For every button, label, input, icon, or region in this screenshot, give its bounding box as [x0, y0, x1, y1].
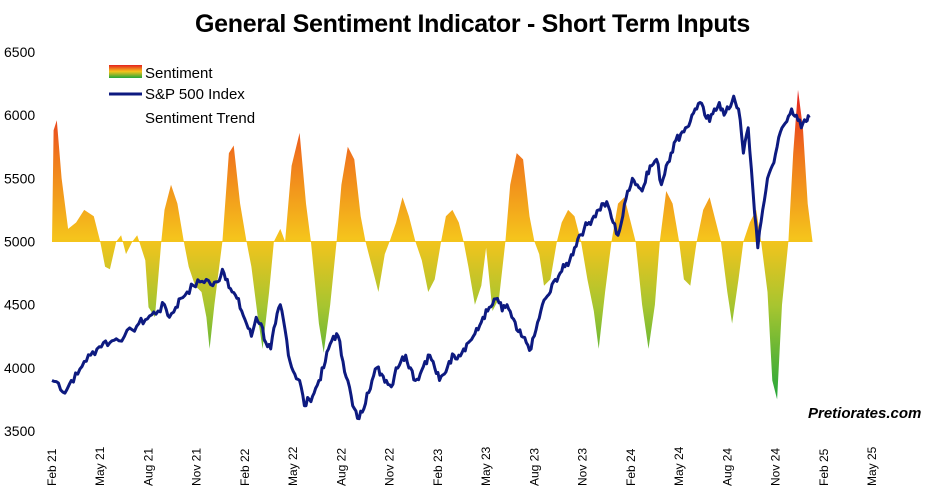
x-tick-label: Nov 22 — [383, 448, 397, 486]
y-tick-label: 6000 — [4, 107, 35, 123]
y-tick-label: 3500 — [4, 423, 35, 439]
legend-sentiment-label: Sentiment — [145, 65, 213, 82]
y-tick-label: 4000 — [4, 360, 35, 376]
watermark: Pretiorates.com — [808, 405, 922, 422]
x-tick-label: Feb 24 — [624, 448, 638, 486]
sp500-line — [51, 94, 811, 421]
y-axis: 6500 6000 5500 5000 4500 4000 3500 — [4, 44, 35, 439]
x-tick-label: May 23 — [479, 446, 493, 486]
x-tick-label: Nov 23 — [576, 448, 590, 486]
x-axis: Feb 21 May 21 Aug 21 Nov 21 Feb 22 May 22 Aug … — [45, 446, 879, 486]
x-tick-label: Aug 22 — [334, 448, 348, 486]
x-tick-label: Feb 23 — [431, 448, 445, 486]
x-tick-label: Feb 22 — [238, 448, 252, 486]
sentiment-area — [52, 89, 813, 400]
x-tick-label: May 25 — [865, 446, 879, 486]
x-tick-label: Feb 21 — [45, 448, 59, 486]
y-tick-label: 4500 — [4, 297, 35, 313]
y-tick-label: 6500 — [4, 44, 35, 60]
x-tick-label: Nov 24 — [769, 448, 783, 486]
x-tick-label: Aug 21 — [141, 448, 155, 486]
x-tick-label: Feb 25 — [817, 448, 831, 486]
x-tick-label: Aug 23 — [527, 448, 541, 486]
x-tick-label: May 24 — [672, 446, 686, 486]
legend: Sentiment S&P 500 Index Sentiment Trend — [109, 65, 255, 127]
y-tick-label: 5500 — [4, 170, 35, 186]
y-tick-label: 5000 — [4, 234, 35, 250]
chart-title: General Sentiment Indicator - Short Term… — [195, 10, 750, 38]
legend-sentiment-swatch — [109, 65, 142, 78]
legend-trend-label: Sentiment Trend — [145, 110, 255, 127]
x-tick-label: Aug 24 — [720, 448, 734, 486]
legend-sp500-label: S&P 500 Index — [145, 86, 245, 103]
x-tick-label: May 22 — [286, 446, 300, 486]
x-tick-label: May 21 — [93, 446, 107, 486]
x-tick-label: Nov 21 — [190, 448, 204, 486]
